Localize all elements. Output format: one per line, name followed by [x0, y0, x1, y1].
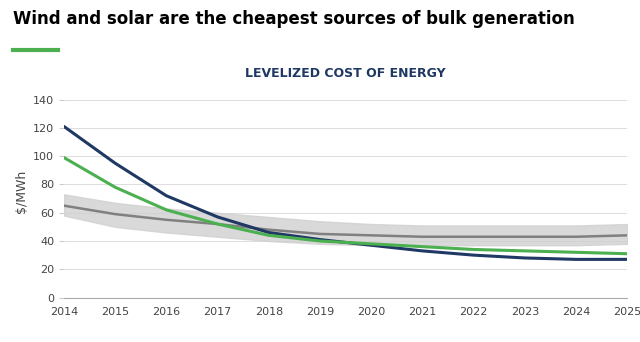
Text: Wind and solar are the cheapest sources of bulk generation: Wind and solar are the cheapest sources …	[13, 10, 575, 28]
Y-axis label: $/MWh: $/MWh	[15, 170, 28, 213]
Title: LEVELIZED COST OF ENERGY: LEVELIZED COST OF ENERGY	[245, 67, 446, 80]
